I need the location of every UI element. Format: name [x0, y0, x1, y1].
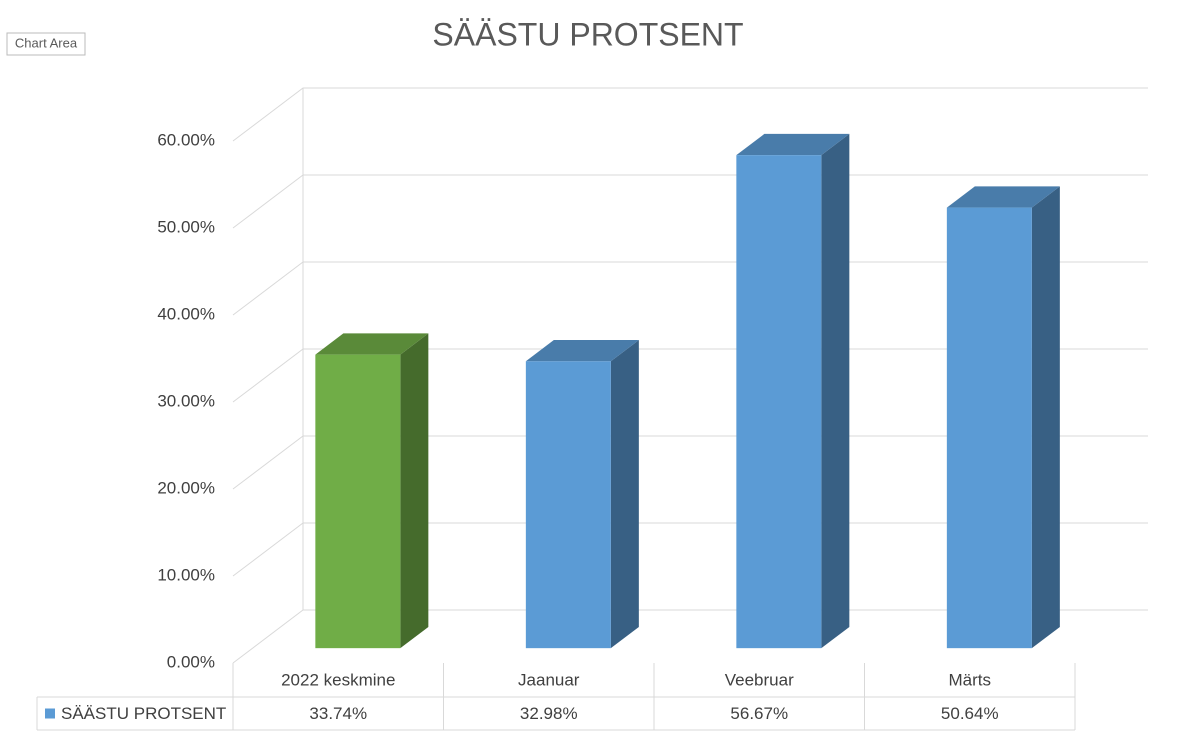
- y-tick-label: 50.00%: [157, 217, 215, 236]
- grid-line: [232, 609, 1148, 664]
- data-label: 50.64%: [941, 704, 999, 723]
- grid-line: [232, 435, 1148, 490]
- x-tick-label: 2022 keskmine: [281, 670, 395, 689]
- bar: [315, 354, 401, 649]
- bar-side: [821, 133, 850, 649]
- bar: [525, 361, 611, 649]
- y-tick-label: 20.00%: [157, 478, 215, 497]
- grid-line: [232, 522, 1148, 577]
- bar: [946, 207, 1032, 649]
- grid-line: [232, 87, 1148, 142]
- y-tick-label: 40.00%: [157, 304, 215, 323]
- tooltip-box: [6, 32, 86, 56]
- grid-line: [232, 261, 1148, 316]
- data-label: 33.74%: [309, 704, 367, 723]
- y-tick-label: 10.00%: [157, 565, 215, 584]
- bar-top: [736, 133, 850, 156]
- grid-line: [232, 348, 1148, 403]
- bar-top: [946, 186, 1060, 208]
- x-tick-label: Märts: [949, 670, 992, 689]
- x-tick-label: Veebruar: [725, 670, 794, 689]
- legend-swatch: [45, 708, 55, 719]
- x-tick-label: Jaanuar: [518, 670, 580, 689]
- y-tick-label: 30.00%: [157, 391, 215, 410]
- grid-line: [232, 174, 1148, 229]
- data-label: 32.98%: [520, 704, 578, 723]
- bar-top: [315, 333, 429, 355]
- y-tick-label: 60.00%: [157, 130, 215, 149]
- bar: [736, 155, 822, 649]
- bar-side: [1031, 186, 1060, 649]
- y-tick-label: 0.00%: [167, 652, 215, 671]
- bar-side: [610, 340, 639, 649]
- legend-label: SÄÄSTU PROTSENT: [61, 704, 226, 723]
- bar-top: [525, 340, 639, 362]
- bar-side: [400, 333, 429, 649]
- tooltip: Chart Area: [15, 35, 78, 50]
- chart-title: SÄÄSTU PROTSENT: [432, 16, 743, 52]
- data-label: 56.67%: [730, 704, 788, 723]
